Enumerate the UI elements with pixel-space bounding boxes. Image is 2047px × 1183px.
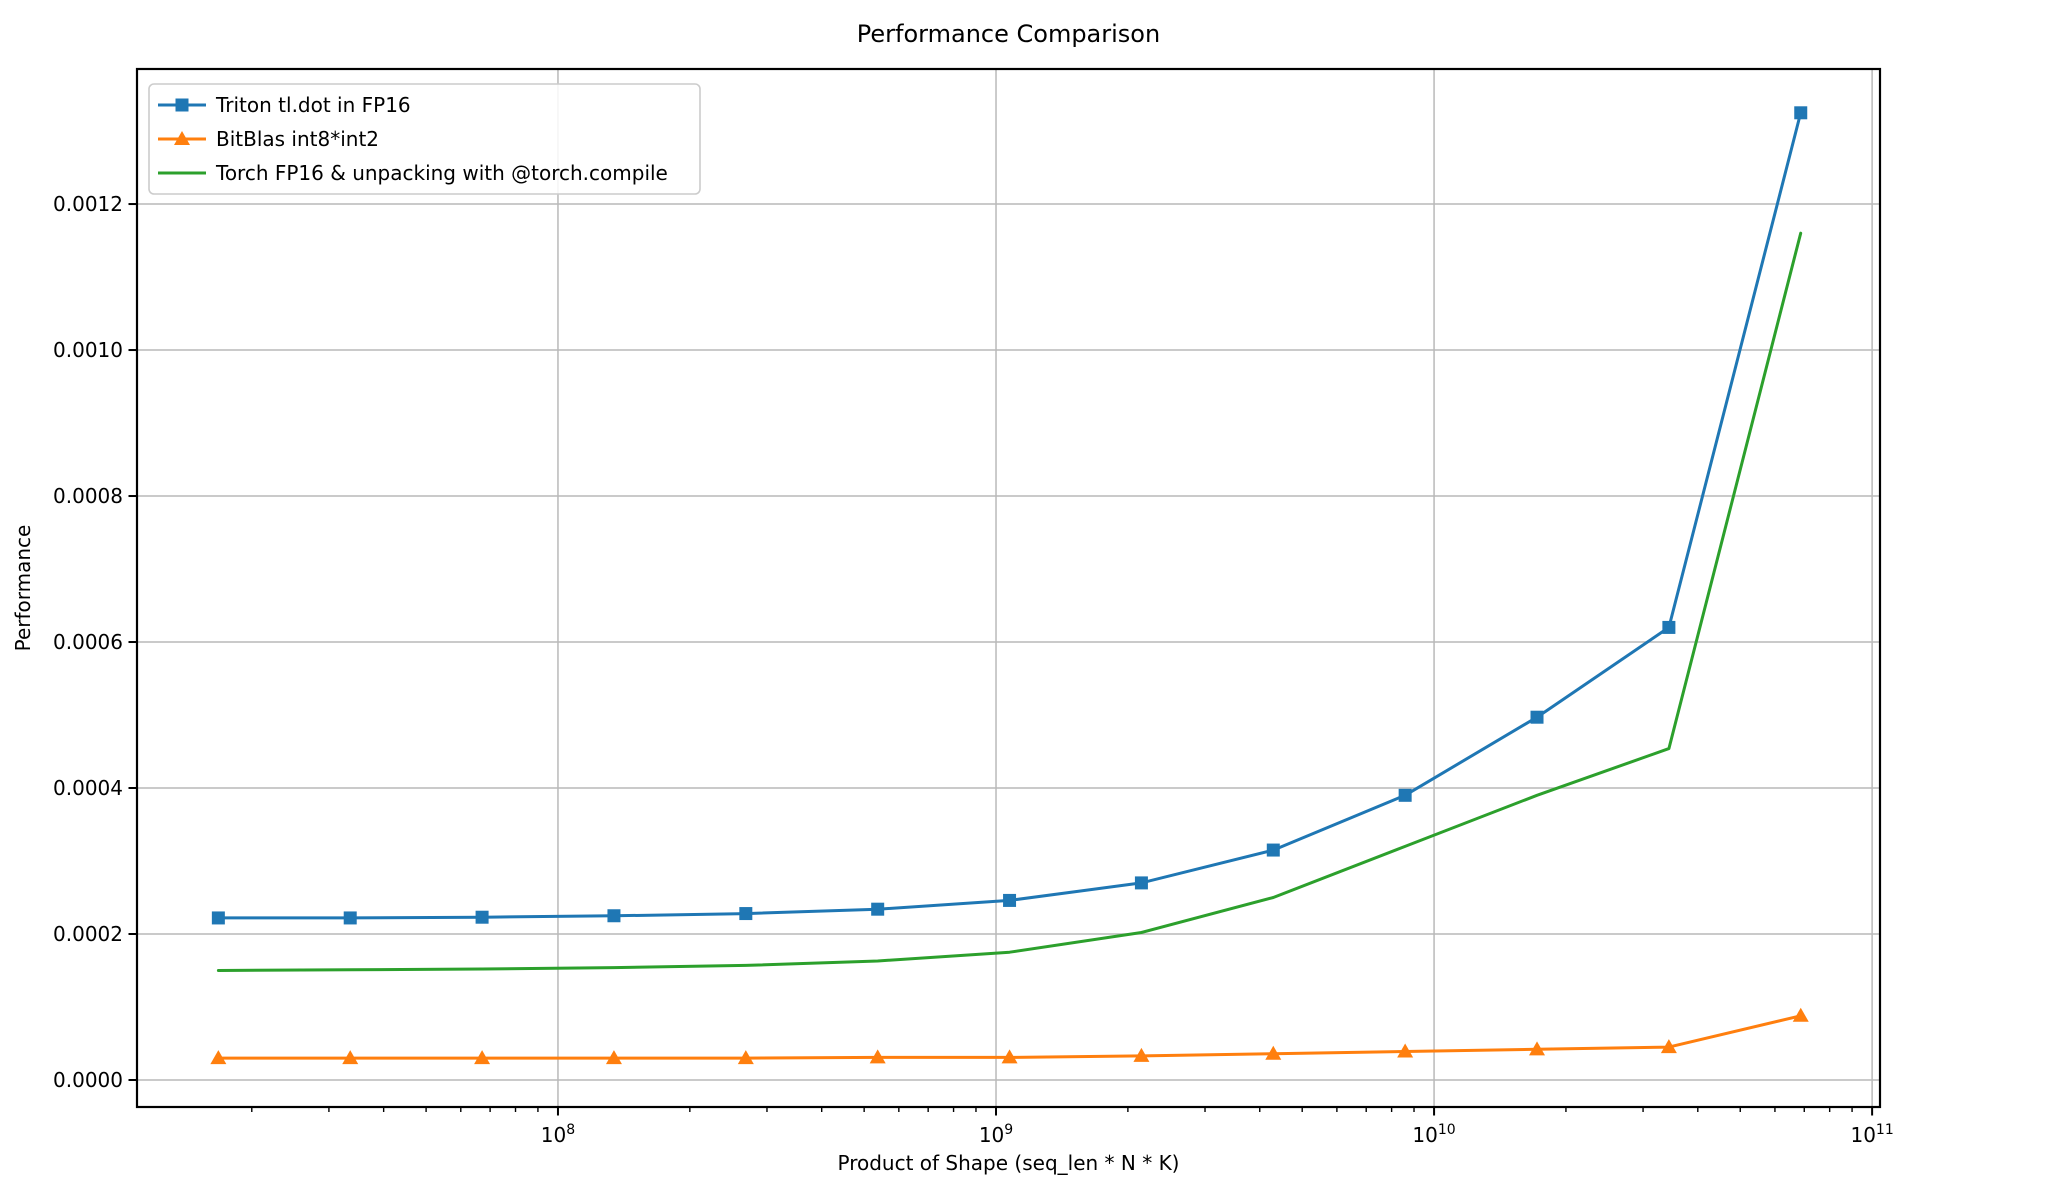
marker-square (607, 909, 621, 923)
x-tick-label: 108 (541, 1122, 575, 1147)
legend: Triton tl.dot in FP16 BitBlas int8*int2 To… (148, 83, 701, 195)
marker-triangle (1133, 1047, 1150, 1062)
legend-label: Triton tl.dot in FP16 (215, 93, 411, 117)
marker-triangle (605, 1050, 622, 1065)
legend-label: BitBlas int8*int2 (216, 127, 379, 151)
ticks (128, 203, 1874, 1116)
marker-square (1662, 620, 1676, 634)
marker-square (1003, 893, 1017, 907)
series-2 (216, 231, 1803, 972)
y-axis-label: Performance (11, 525, 35, 652)
y-tick-label: 0.0008 (53, 484, 123, 508)
legend-marker-triangle (174, 131, 190, 145)
legend-item-2: Torch FP16 & unpacking with @torch.compi… (158, 161, 668, 185)
x-tick-label: 1011 (1850, 1122, 1893, 1147)
marker-square (1794, 106, 1808, 120)
marker-triangle (869, 1049, 886, 1064)
y-tick-label: 0.0010 (53, 338, 123, 362)
y-tick-label: 0.0004 (53, 776, 123, 800)
marker-square (1266, 843, 1280, 857)
plot-border (135, 67, 1882, 1109)
marker-square (475, 910, 489, 924)
marker-square (1398, 788, 1412, 802)
marker-triangle (1001, 1049, 1018, 1064)
x-tick-label: 109 (979, 1122, 1013, 1147)
series-group (210, 106, 1809, 1065)
marker-triangle (342, 1050, 359, 1065)
marker-triangle (210, 1050, 227, 1065)
chart-title: Performance Comparison (857, 20, 1160, 48)
legend-item-0: Triton tl.dot in FP16 (158, 93, 411, 117)
x-tick-label: 1010 (1412, 1122, 1455, 1147)
y-tick-label: 0.0002 (53, 922, 123, 946)
marker-square (1530, 710, 1544, 724)
y-tick-label: 0.0012 (53, 192, 123, 216)
legend-box (148, 83, 701, 195)
legend-item-1: BitBlas int8*int2 (158, 127, 379, 151)
marker-square (1134, 876, 1148, 890)
marker-triangle (474, 1050, 491, 1065)
marker-square (343, 911, 357, 925)
series-line (216, 231, 1803, 972)
marker-triangle (1529, 1041, 1546, 1056)
legend-label: Torch FP16 & unpacking with @torch.compi… (215, 161, 668, 185)
y-tick-label: 0.0006 (53, 630, 123, 654)
marker-triangle (737, 1050, 754, 1065)
marker-triangle (1397, 1043, 1414, 1058)
series-1 (210, 1007, 1809, 1065)
x-axis-label: Product of Shape (seq_len * N * K) (838, 1151, 1180, 1175)
legend-marker-square (175, 98, 189, 112)
marker-triangle (1660, 1039, 1677, 1054)
marker-triangle (1265, 1045, 1282, 1060)
y-tick-label: 0.0000 (53, 1068, 123, 1092)
gridlines (137, 69, 1880, 1107)
series-line (216, 111, 1803, 920)
marker-square (739, 907, 753, 921)
series-0 (211, 106, 1808, 925)
marker-square (211, 911, 225, 925)
marker-triangle (1792, 1007, 1809, 1022)
marker-square (871, 902, 885, 916)
